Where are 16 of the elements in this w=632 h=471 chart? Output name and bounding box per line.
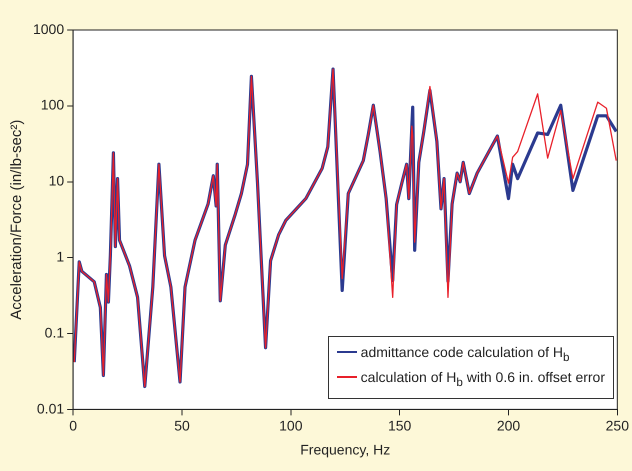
x-tick-label: 250 [606, 418, 630, 434]
x-tick-label: 50 [174, 418, 190, 434]
legend-label: admittance code calculation of H$_{b}$ [360, 344, 570, 366]
y-axis-title: Acceleration/Force (in/lb-sec²) [8, 120, 26, 320]
legend-label: calculation of H$_{b}$ with 0.6 in. offset error [360, 369, 605, 391]
y-tick-label: 0.1 [44, 324, 64, 340]
x-tick-label: 200 [496, 418, 520, 434]
y-tick-label: 1 [56, 248, 64, 264]
x-tick-label: 150 [388, 418, 412, 434]
y-tick-label: 1000 [32, 20, 64, 37]
x-axis-title: Frequency, Hz [300, 441, 390, 458]
y-tick-label: 0.01 [36, 400, 64, 416]
x-tick-label: 100 [279, 418, 303, 434]
y-tick-label: 100 [40, 96, 64, 113]
x-tick-label: 0 [69, 418, 78, 434]
y-tick-label: 10 [48, 172, 64, 189]
